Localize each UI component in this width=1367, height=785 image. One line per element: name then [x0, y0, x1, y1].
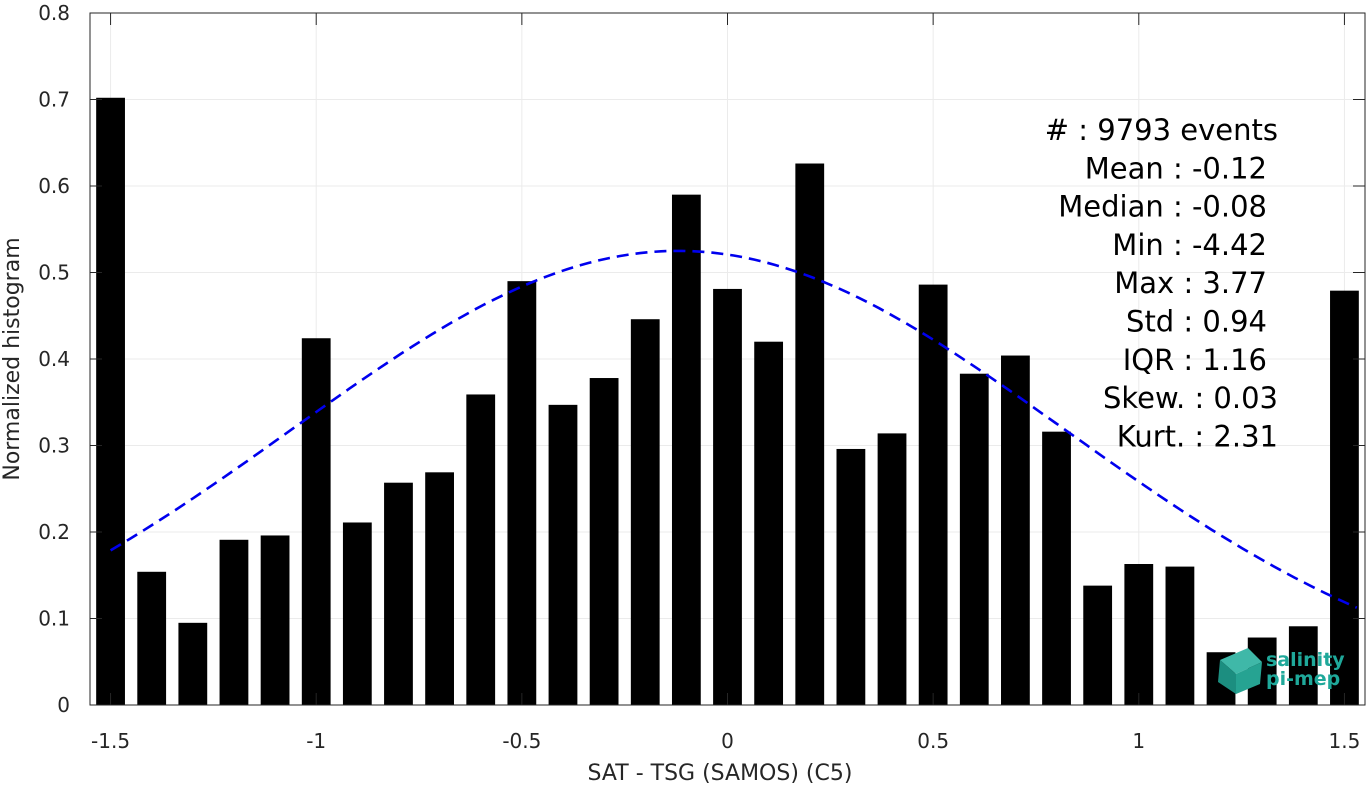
histogram-bar	[1124, 564, 1154, 705]
y-tick-label: 0.4	[38, 347, 70, 371]
histogram-bar	[301, 338, 331, 705]
histogram-bar	[1330, 290, 1359, 705]
y-tick-label: 0	[57, 693, 70, 717]
histogram-bar	[836, 448, 866, 705]
y-tick-label: 0.1	[38, 607, 70, 631]
y-tick-label: 0.2	[38, 520, 70, 544]
logo-cube-icon	[1218, 648, 1262, 694]
histogram-bar	[1288, 626, 1318, 705]
histogram-bar	[219, 539, 249, 705]
x-axis-label: SAT - TSG (SAMOS) (C5)	[588, 761, 853, 785]
stats-line: # : 9793 events	[1045, 113, 1278, 147]
y-tick-labels: 0 0.1 0.2 0.3 0.4 0.5 0.6 0.7 0.8	[38, 1, 70, 717]
x-tick-label: 0.5	[917, 729, 949, 753]
histogram-bar	[260, 535, 290, 705]
x-tick-label: -0.5	[502, 729, 541, 753]
histogram-bar	[754, 341, 784, 705]
histogram-bar	[1001, 355, 1030, 705]
histogram-bar	[342, 522, 372, 705]
logo-line1: salinity	[1266, 649, 1345, 671]
y-tick-label: 0.5	[38, 261, 70, 285]
histogram-bar	[671, 194, 701, 705]
stats-box: # : 9793 events Mean : -0.12 Median : -0.0…	[1045, 113, 1278, 453]
histogram-bar	[384, 482, 413, 705]
histogram-bar	[1042, 431, 1071, 705]
x-tick-label: 1	[1132, 729, 1145, 753]
x-tick-label: -1.5	[91, 729, 130, 753]
x-tick-label: 1.5	[1329, 729, 1361, 753]
x-tick-label: -1	[306, 729, 326, 753]
salinity-pimep-logo: salinity pi-mep	[1218, 648, 1345, 694]
histogram-bar	[548, 404, 578, 705]
histogram-bar	[713, 288, 742, 705]
histogram-bar	[877, 433, 907, 705]
histogram-bar	[589, 378, 619, 705]
y-tick-label: 0.8	[38, 1, 70, 25]
histogram-bar	[918, 284, 948, 705]
x-tick-labels: -1.5 -1 -0.5 0 0.5 1 1.5	[91, 729, 1360, 753]
y-axis-label: Normalized histogram	[0, 237, 25, 480]
histogram-bar	[959, 373, 989, 705]
histogram-bar	[1165, 566, 1195, 705]
stats-line: Median : -0.08	[1058, 190, 1267, 224]
stats-line: Kurt. : 2.31	[1117, 419, 1278, 453]
histogram-bar	[795, 163, 825, 705]
stats-line: Max : 3.77	[1114, 266, 1267, 300]
histogram-bar	[466, 394, 496, 705]
stats-line: Mean : -0.12	[1085, 151, 1267, 185]
axis-ticks	[90, 12, 1365, 706]
stats-line: Std : 0.94	[1126, 305, 1267, 339]
histogram-bar	[96, 97, 125, 705]
y-tick-label: 0.3	[38, 434, 70, 458]
normal-fit-curve	[109, 249, 1358, 609]
bars	[96, 97, 1359, 705]
histogram-bar	[425, 472, 454, 705]
stats-line: Min : -4.42	[1112, 228, 1267, 262]
y-tick-label: 0.7	[38, 88, 70, 112]
histogram-bar	[178, 622, 208, 705]
logo-line2: pi-mep	[1266, 668, 1340, 690]
histogram-bar	[630, 319, 660, 705]
stats-line: Skew. : 0.03	[1103, 381, 1278, 415]
y-tick-label: 0.6	[38, 174, 70, 198]
x-tick-label: 0	[721, 729, 734, 753]
histogram-bar	[137, 571, 167, 705]
histogram-bar	[1083, 585, 1113, 705]
histogram-bar	[507, 281, 537, 705]
stats-line: IQR : 1.16	[1123, 343, 1267, 377]
